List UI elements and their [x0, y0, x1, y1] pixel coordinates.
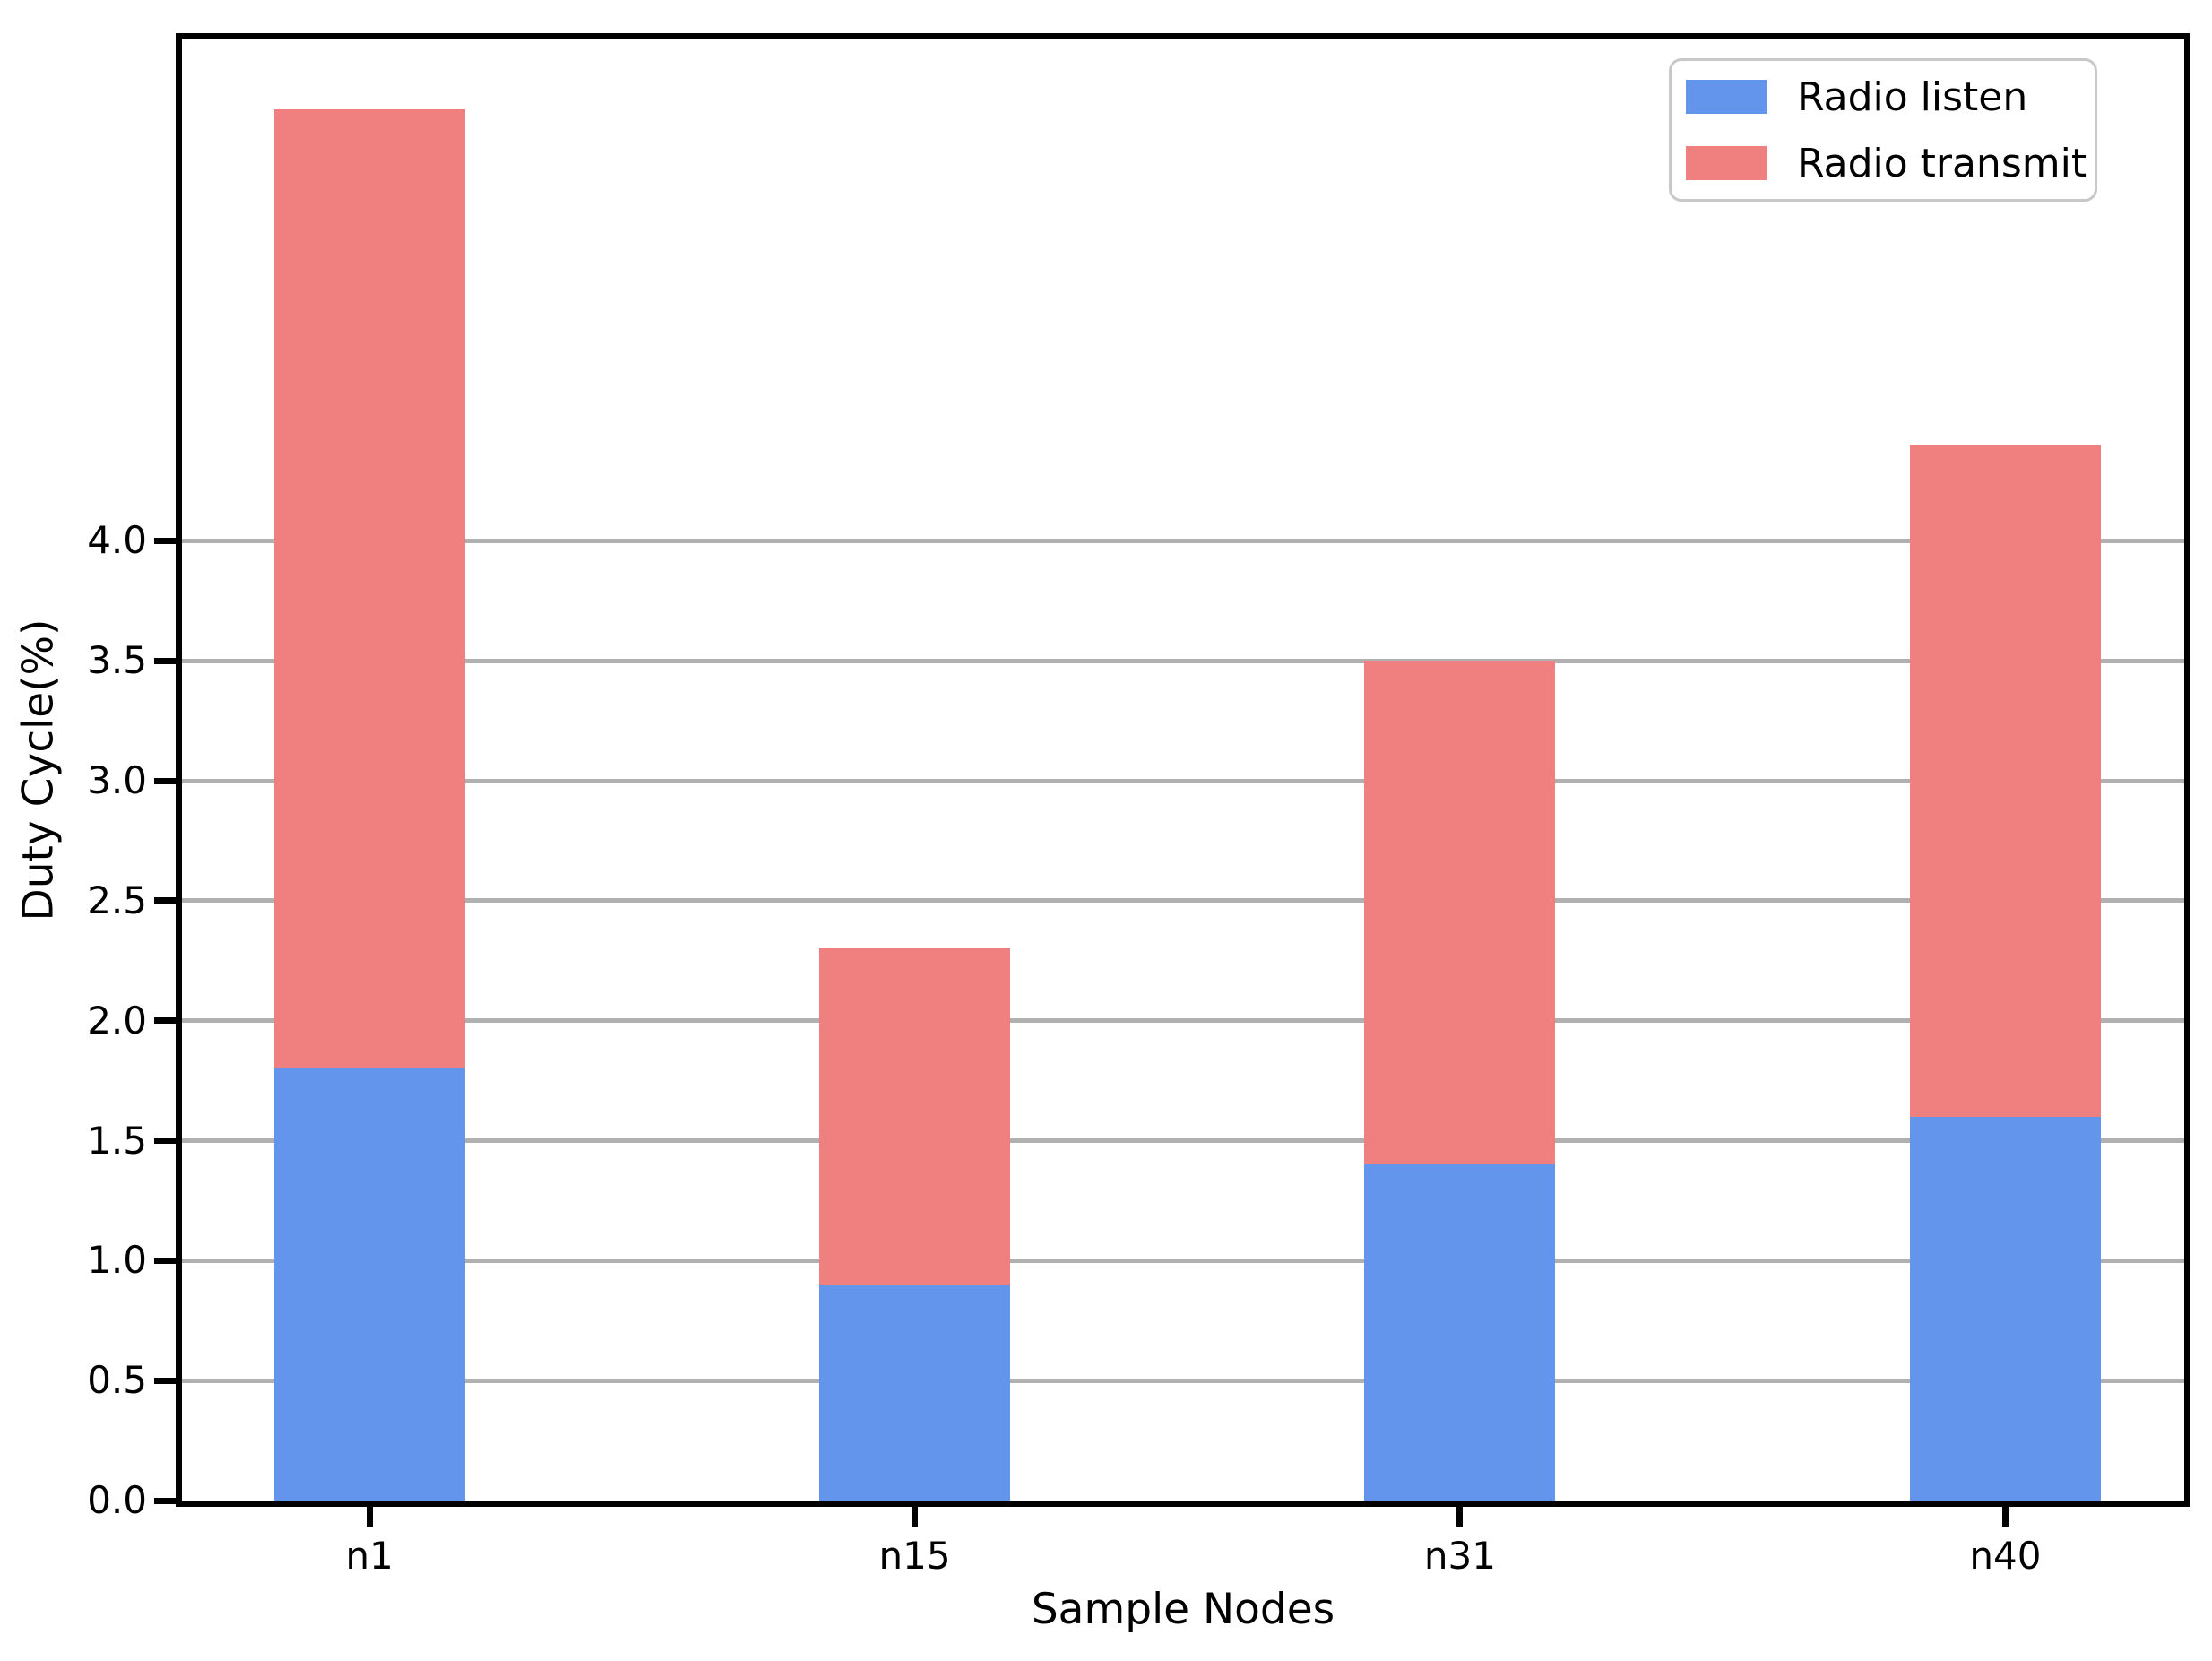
grid-line [182, 898, 2184, 904]
y-tick-mark [154, 1017, 176, 1025]
y-tick-label: 4.0 [87, 518, 147, 563]
y-tick-mark [154, 897, 176, 904]
bar-segment-radio-listen [819, 1285, 1011, 1501]
x-tick-mark [1456, 1507, 1464, 1527]
grid-line [182, 778, 2184, 783]
y-tick-label: 3.0 [87, 758, 147, 803]
y-tick-label: 1.5 [87, 1118, 147, 1163]
bar-segment-radio-listen [1909, 1116, 2101, 1501]
x-tick-label: n15 [878, 1534, 951, 1578]
legend-row: Radio transmit [1686, 141, 2087, 186]
y-tick-label: 0.5 [87, 1358, 147, 1403]
x-tick-label: n31 [1423, 1534, 1496, 1578]
grid-line [182, 1378, 2184, 1383]
legend-swatch-icon [1686, 146, 1767, 180]
y-tick-label: 2.5 [87, 878, 147, 922]
grid-line [182, 1138, 2184, 1144]
y-tick-mark [154, 657, 176, 664]
grid-line [182, 1258, 2184, 1263]
x-tick-mark [366, 1507, 373, 1527]
bar-segment-radio-transmit [1909, 445, 2101, 1117]
y-tick-label: 3.5 [87, 638, 147, 683]
y-tick-mark [154, 1497, 176, 1504]
bar-segment-radio-transmit [819, 948, 1011, 1285]
y-tick-label: 0.0 [87, 1478, 147, 1522]
legend-swatch-icon [1686, 80, 1767, 114]
bar-segment-radio-listen [1364, 1164, 1556, 1501]
legend-label: Radio listen [1797, 74, 2028, 120]
x-axis-label: Sample Nodes [1031, 1585, 1335, 1634]
legend-row: Radio listen [1686, 74, 2027, 120]
y-tick-mark [154, 1138, 176, 1145]
legend-label: Radio transmit [1797, 140, 2087, 186]
legend-box: Radio listen Radio transmit [1669, 58, 2097, 202]
y-tick-label: 2.0 [87, 998, 147, 1042]
x-tick-label: n1 [345, 1534, 393, 1578]
y-tick-mark [154, 777, 176, 784]
plot-area [176, 33, 2190, 1507]
bar-segment-radio-transmit [273, 108, 465, 1069]
bar-segment-radio-listen [273, 1068, 465, 1501]
y-tick-label: 1.0 [87, 1238, 147, 1283]
bar-segment-radio-transmit [1364, 661, 1556, 1165]
x-tick-mark [2001, 1507, 2009, 1527]
y-tick-mark [154, 1257, 176, 1264]
x-tick-label: n40 [1969, 1534, 2042, 1578]
x-tick-mark [912, 1507, 919, 1527]
y-tick-mark [154, 1377, 176, 1384]
grid-line [182, 658, 2184, 663]
grid-line [182, 1018, 2184, 1024]
y-tick-mark [154, 537, 176, 544]
grid-line [182, 538, 2184, 543]
